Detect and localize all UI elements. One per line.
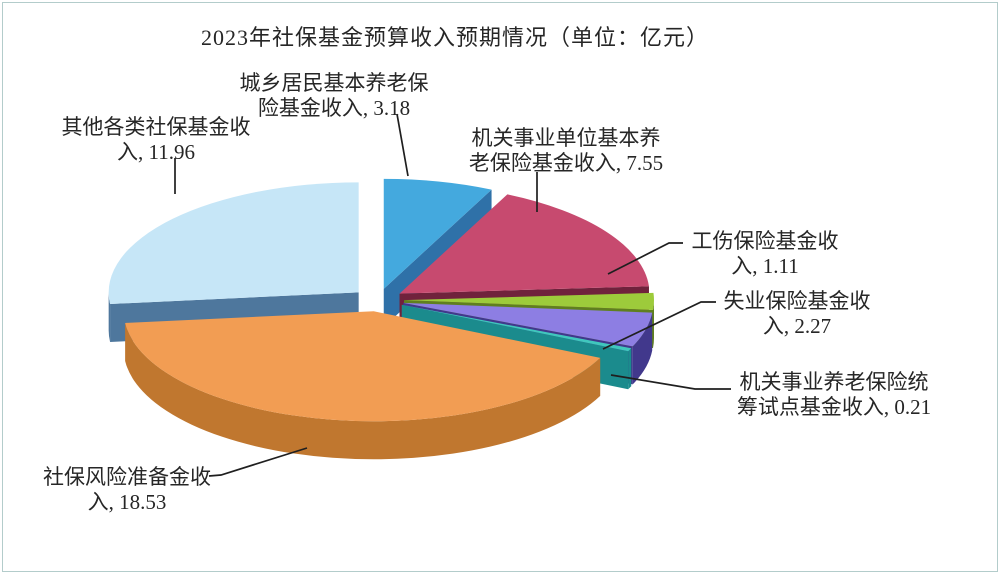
leader-line-5 xyxy=(208,447,308,477)
slice-label-other-funds: 其他各类社保基金收 入, 11.96 xyxy=(61,115,251,164)
leader-line-0 xyxy=(396,113,409,177)
leader-line-4 xyxy=(610,374,731,390)
slice-label-urban-rural-pension: 城乡居民基本养老保 险基金收入, 3.18 xyxy=(239,71,429,120)
leader-line-3 xyxy=(602,301,716,350)
slice-label-risk-reserve-fund: 社保风险准备金收 入, 18.53 xyxy=(43,465,211,514)
chart-title: 2023年社保基金预算收入预期情况（单位：亿元） xyxy=(200,25,709,50)
slice-label-pension-pooling-pilot: 机关事业养老保险统 筹试点基金收入, 0.21 xyxy=(736,370,932,419)
pie-slice-5 xyxy=(125,311,601,460)
slice-label-work-injury-insurance: 工伤保险基金收 入, 1.11 xyxy=(691,229,839,278)
slice-label-public-institution-pension: 机关事业单位基本养 老保险基金收入, 7.55 xyxy=(468,126,664,175)
leader-line-2 xyxy=(607,242,683,275)
slice-label-unemployment-insurance: 失业保险基金收 入, 2.27 xyxy=(723,289,871,338)
